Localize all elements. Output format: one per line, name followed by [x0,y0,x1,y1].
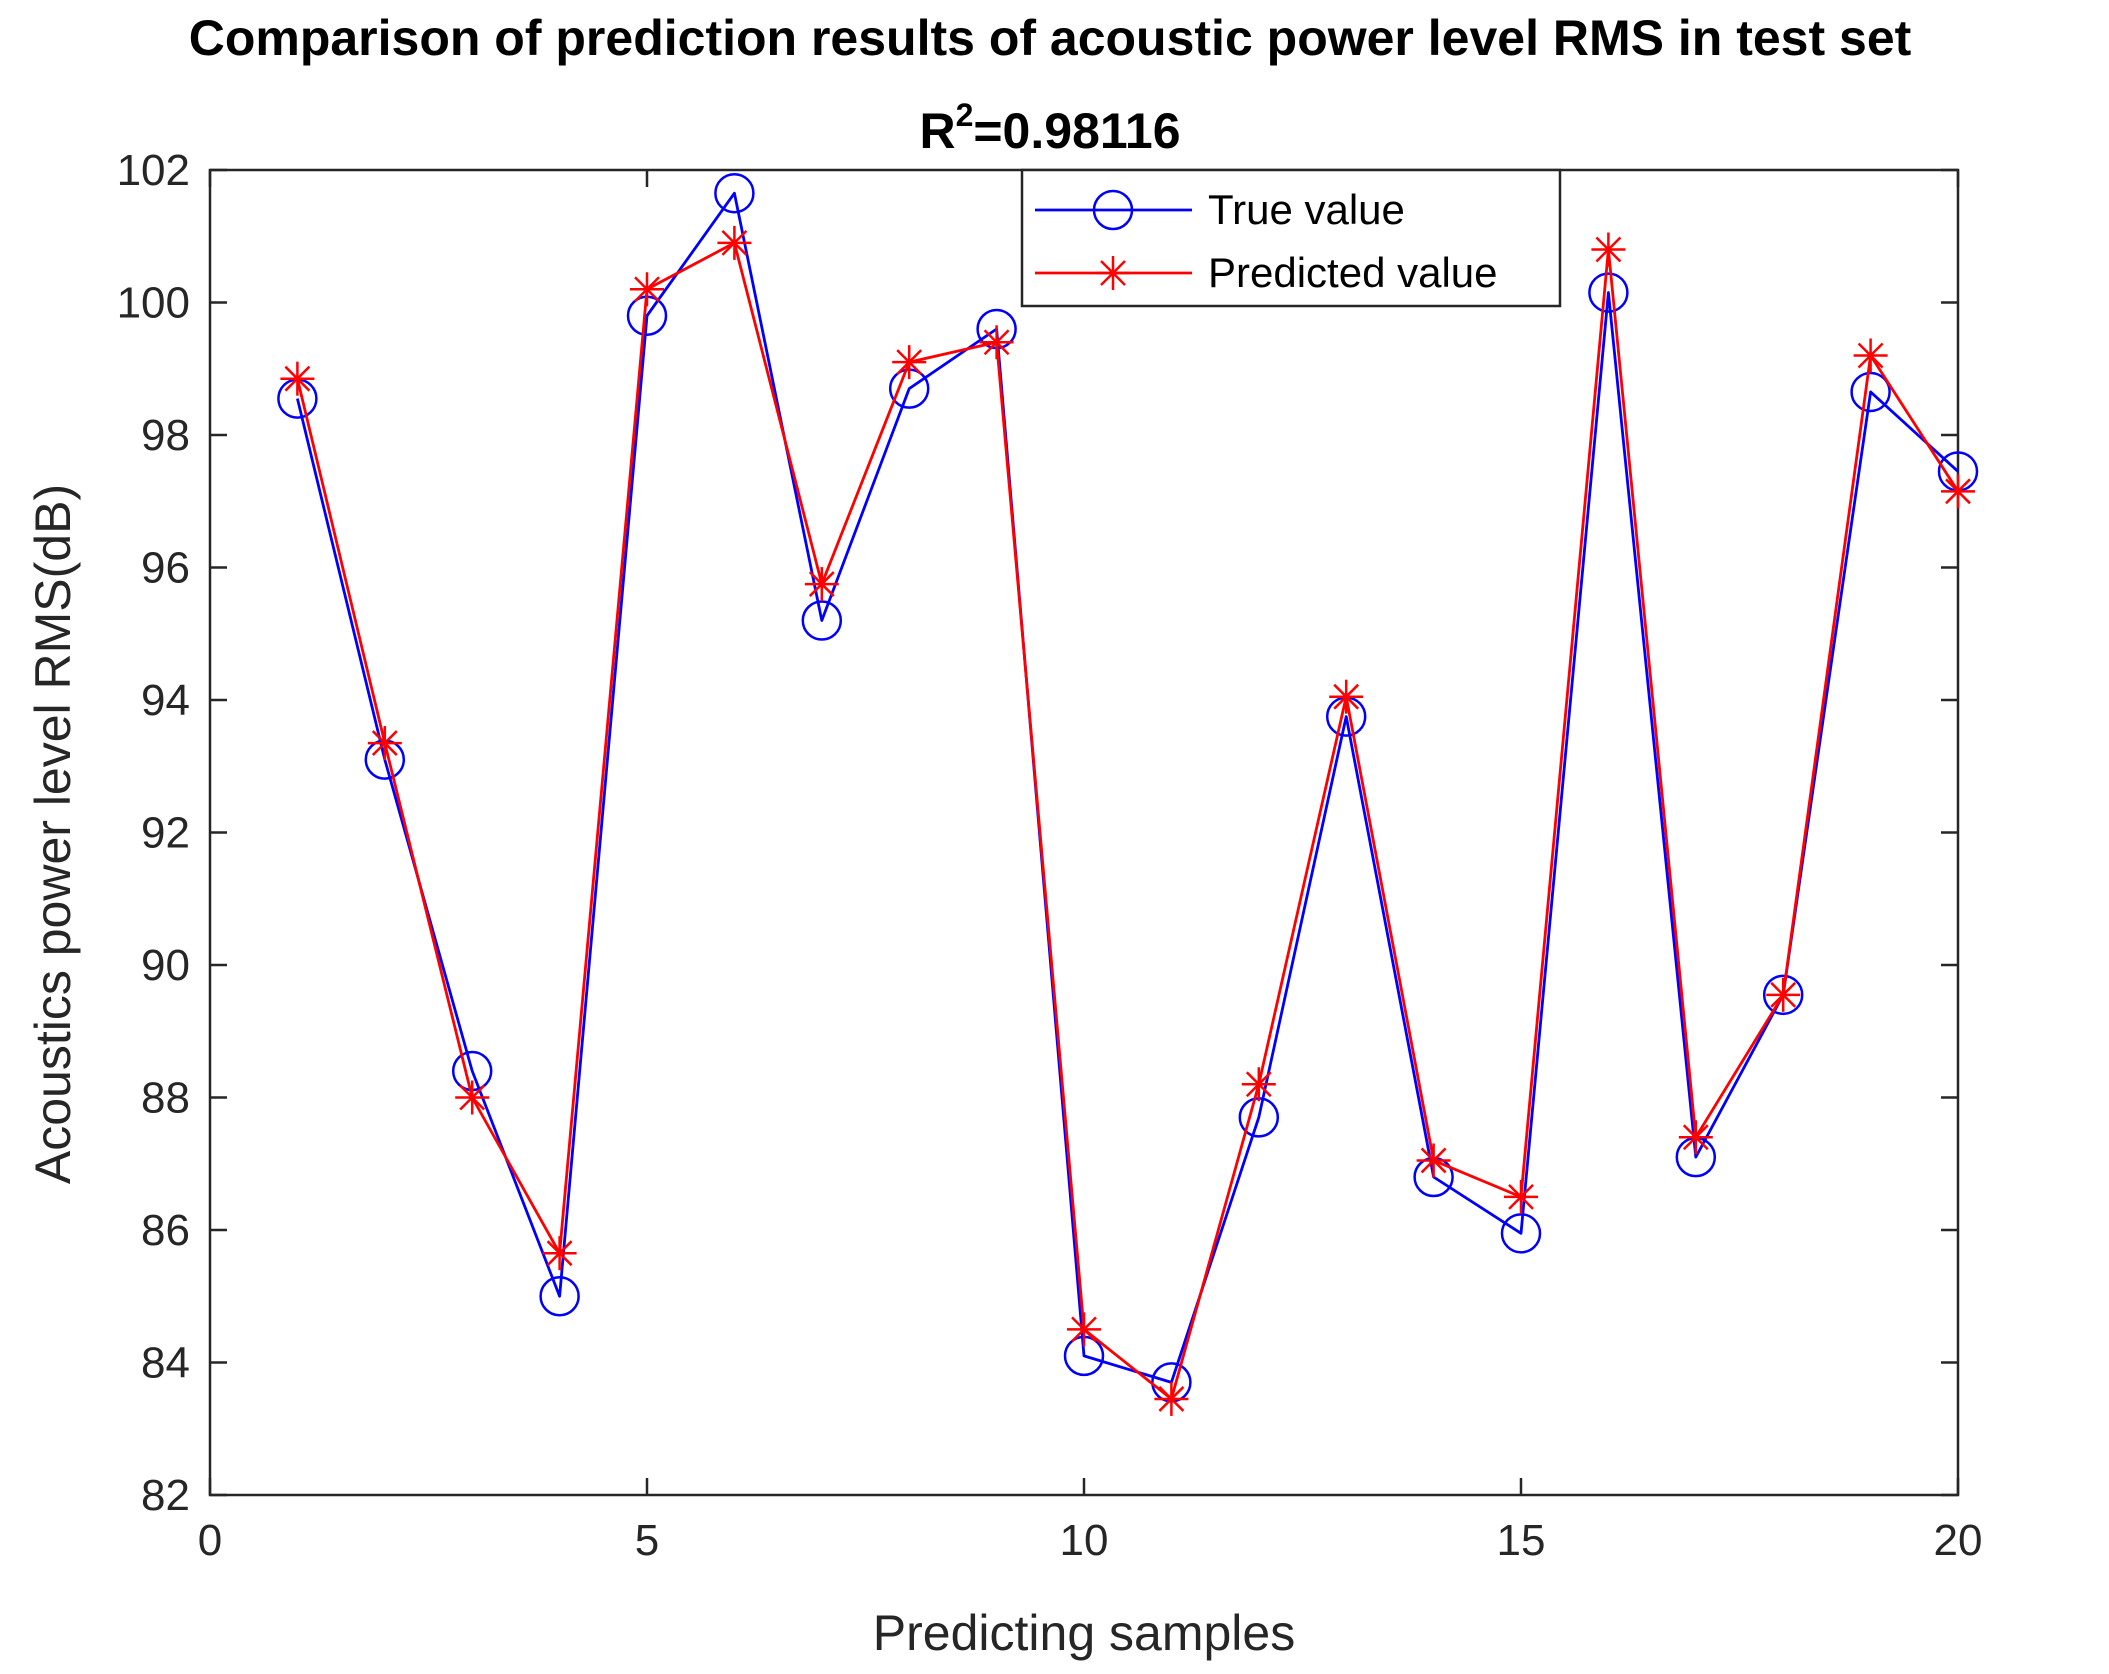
y-tick-label: 94 [141,676,190,725]
y-tick-label: 100 [117,279,190,328]
data-point [542,1236,577,1271]
y-tick-label: 98 [141,411,190,460]
x-tick-label: 10 [1060,1516,1109,1565]
x-tick-label: 20 [1934,1516,1983,1565]
legend-label: True value [1208,186,1405,233]
legend-marker [1092,189,1134,231]
data-point [717,225,752,260]
chart-subtitle: R2=0.98116 [919,97,1180,159]
y-tick-label: 90 [141,941,190,990]
data-point [1504,1179,1538,1214]
data-point [714,172,755,214]
legend-entry: Predicted value [1035,249,1498,296]
data-point [892,345,927,380]
plot-area [208,168,1960,1497]
data-point [280,361,315,396]
data-point [804,567,839,602]
y-tick-label: 82 [141,1471,190,1520]
legend-label: Predicted value [1208,249,1498,296]
data-point [1678,1120,1713,1155]
chart-title: Comparison of prediction results of acou… [189,10,1912,66]
data-point [979,325,1014,360]
data-point [367,726,402,761]
series-layer [277,172,1979,1416]
data-point [1591,232,1626,267]
x-tick-label: 5 [635,1516,659,1565]
data-point [1067,1312,1101,1347]
subtitle-superscript: 2 [956,97,974,133]
data-point [1154,1381,1189,1416]
y-axis-label: Acoustics power level RMS(dB) [25,484,81,1184]
data-point [1850,371,1891,413]
y-tick-label: 84 [141,1339,190,1388]
series-predicted-value [280,225,1975,1416]
x-tick-label: 15 [1497,1516,1546,1565]
legend-marker [1096,256,1130,290]
y-tick-label: 96 [141,544,190,593]
subtitle-prefix: R [919,103,955,159]
data-point [1941,474,1975,509]
data-point [1766,977,1801,1012]
data-point [1416,1143,1451,1178]
y-tick-label: 88 [141,1074,190,1123]
data-point [1500,1213,1542,1254]
x-axis-label: Predicting samples [873,1605,1295,1661]
x-tick-label: 0 [198,1516,222,1565]
data-point [1588,272,1629,313]
subtitle-value: =0.98116 [973,103,1180,159]
data-point [1329,679,1364,714]
legend: True value Predicted value [1020,168,1562,308]
data-point [1241,1067,1276,1102]
x-axis: 0 5 10 15 20 [198,170,1983,1565]
y-tick-label: 92 [141,809,190,858]
y-tick-label: 102 [117,146,190,195]
series-line [296,191,1959,1384]
data-point [539,1276,580,1317]
data-point [1762,974,1804,1016]
data-point [801,600,843,641]
legend-entry: True value [1035,186,1405,233]
data-point [455,1080,490,1115]
legend-box [1020,168,1562,308]
data-point [1853,338,1888,373]
y-axis: 82 84 86 88 90 92 94 96 98 100 102 [117,146,1958,1520]
y-tick-label: 86 [141,1206,190,1255]
series-line [296,241,1960,1401]
data-point [630,272,664,307]
